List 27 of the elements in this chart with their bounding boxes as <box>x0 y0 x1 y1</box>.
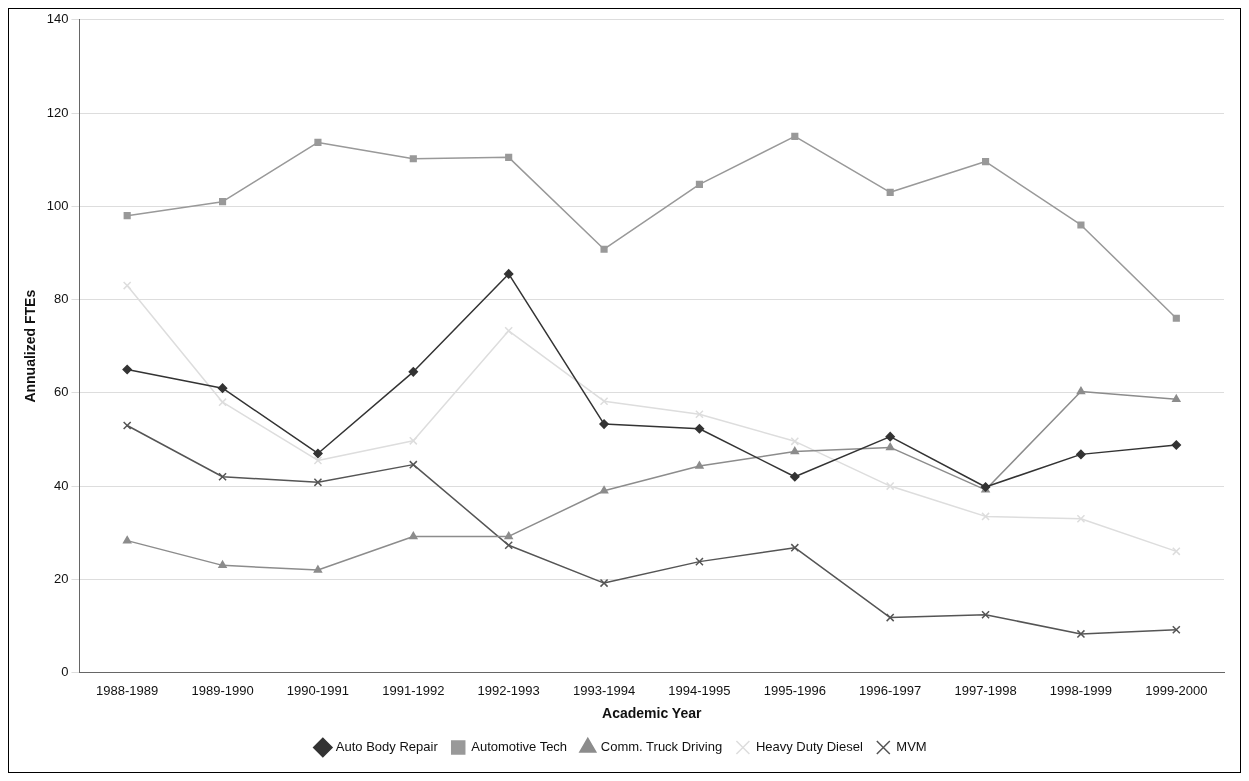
x-axis-title: Academic Year <box>602 705 702 722</box>
y-tick-label: 40 <box>54 477 69 493</box>
legend-label: Comm. Truck Driving <box>600 739 723 755</box>
legend-label: Heavy Duty Diesel <box>755 739 863 755</box>
y-tick-label: 80 <box>54 291 69 307</box>
x-tick-label: 1997-1998 <box>954 682 1017 698</box>
y-tick-label: 140 <box>46 11 69 27</box>
y-axis-title: Annualized FTEs <box>22 289 39 403</box>
x-tick-label: 1999-2000 <box>1145 682 1208 698</box>
x-tick-label: 1989-1990 <box>191 682 254 698</box>
y-tick-label: 100 <box>46 197 69 213</box>
x-tick-label: 1996-1997 <box>859 682 922 698</box>
x-tick-label: 1994-1995 <box>668 682 731 698</box>
x-tick-label: 1993-1994 <box>572 682 636 698</box>
legend-label: MVM <box>896 739 927 755</box>
x-tick-label: 1988-1989 <box>96 682 159 698</box>
y-tick-label: 60 <box>54 384 69 400</box>
x-tick-label: 1990-1991 <box>286 682 350 698</box>
x-tick-label: 1992-1993 <box>477 682 540 698</box>
x-tick-label: 1998-1999 <box>1049 682 1113 698</box>
legend-label: Auto Body Repair <box>335 739 439 755</box>
legend-label: Automotive Tech <box>471 739 568 755</box>
y-tick-label: 0 <box>61 664 69 680</box>
y-tick-label: 20 <box>54 570 69 586</box>
x-tick-label: 1995-1996 <box>763 682 826 698</box>
x-tick-label: 1991-1992 <box>382 682 445 698</box>
y-tick-label: 120 <box>46 104 69 120</box>
